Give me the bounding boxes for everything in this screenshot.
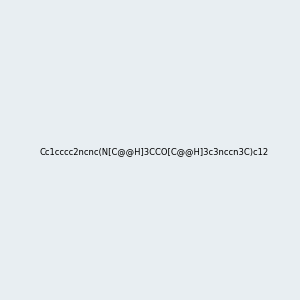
Text: Cc1cccc2ncnc(N[C@@H]3CCO[C@@H]3c3nccn3C)c12: Cc1cccc2ncnc(N[C@@H]3CCO[C@@H]3c3nccn3C)… [39,147,268,156]
